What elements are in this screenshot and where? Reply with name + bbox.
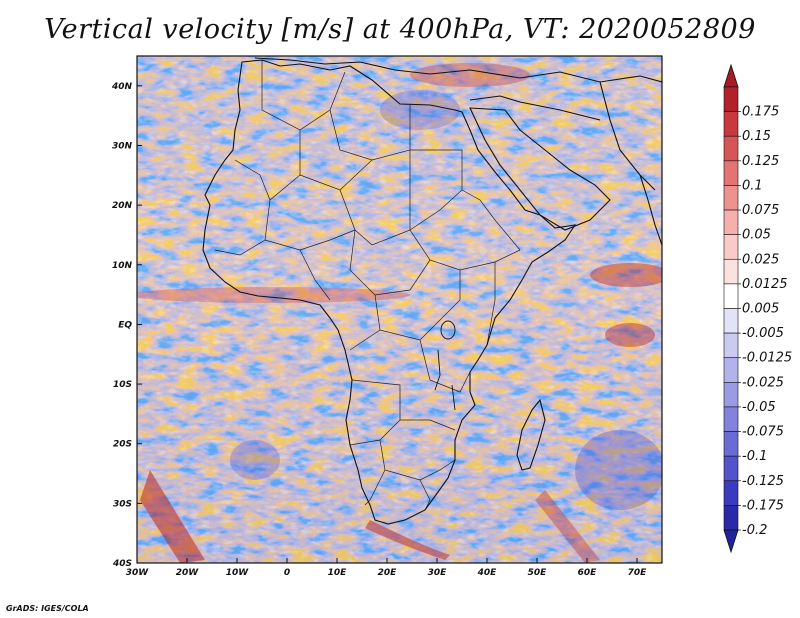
x-tick-label: 60E	[578, 568, 598, 578]
y-tick-label: 40N	[111, 82, 133, 92]
colorbar-swatch	[723, 234, 739, 260]
x-tick-label: 30W	[126, 568, 150, 578]
colorbar-label: -0.2	[742, 523, 767, 538]
coastlines	[202, 57, 662, 525]
colorbar-label: -0.075	[742, 425, 784, 440]
colorbar-swatch	[723, 480, 739, 506]
colorbar-swatch	[723, 283, 739, 309]
colorbar-label: -0.175	[742, 498, 784, 513]
colorbar-label: 0.1	[742, 178, 763, 193]
colorbar-swatch	[723, 455, 739, 482]
x-tick-label: 40E	[477, 568, 498, 578]
colorbar-label: 0.075	[742, 203, 779, 218]
colorbar-swatch	[723, 160, 739, 186]
colorbar-swatch	[723, 185, 739, 211]
y-tick-label: 10N	[112, 261, 133, 271]
velocity-field	[137, 56, 662, 563]
colorbar-swatch	[723, 332, 739, 359]
colorbar-label: -0.05	[742, 400, 776, 415]
colorbar-label: 0.125	[742, 154, 779, 169]
colorbar-swatch	[723, 505, 739, 531]
x-tick-label: 20E	[378, 568, 398, 578]
x-tick-label: 10E	[328, 568, 348, 578]
colorbar-label: 0.0125	[742, 277, 788, 292]
country-borders	[214, 60, 521, 511]
colorbar: 0.175 0.15 0.125 0.1 0.075 0.05 0.025 0.0125 0.0…	[723, 63, 792, 554]
x-tick-label: 30E	[428, 568, 448, 578]
colorbar-swatch	[723, 382, 739, 408]
colorbar-label: 0.15	[742, 129, 771, 144]
colorbar-top-triangle	[723, 63, 739, 88]
colorbar-swatch	[723, 406, 739, 432]
y-tick-label: 40S	[112, 559, 132, 569]
y-tick-label: 20N	[112, 201, 133, 211]
colorbar-label: 0.005	[742, 302, 779, 317]
y-tick-label: 10S	[113, 380, 132, 390]
y-tick-label: 30S	[113, 499, 132, 509]
colorbar-label: 0.175	[742, 105, 779, 120]
colorbar-label: -0.125	[742, 474, 784, 489]
axis-ticks: 30W 20W 10W 0 10E 20E 30E 40E 50E 60E 70E 40N 30N 20N…	[111, 82, 647, 578]
colorbar-swatch	[723, 86, 739, 112]
colorbar-label: -0.1	[742, 449, 767, 464]
colorbar-bottom-triangle	[723, 529, 739, 554]
figure-title: Vertical velocity [m/s] at 400hPa, VT: 2…	[44, 14, 756, 45]
y-tick-label: 30N	[112, 141, 133, 151]
x-tick-label: 0	[284, 568, 290, 578]
colorbar-swatch	[723, 135, 739, 162]
footer-credit: GrADS: IGES/COLA	[6, 604, 89, 613]
colorbar-swatch	[723, 111, 739, 137]
colorbar-label: 0.025	[742, 252, 779, 267]
colorbar-swatch	[723, 357, 739, 383]
colorbar-swatch	[723, 431, 739, 457]
colorbar-swatch	[723, 308, 739, 334]
x-tick-label: 50E	[528, 568, 548, 578]
x-tick-label: 70E	[628, 568, 648, 578]
plot-frame	[136, 55, 663, 564]
colorbar-label: -0.0125	[742, 351, 792, 366]
colorbar-label: 0.05	[742, 228, 771, 243]
y-tick-label: EQ	[118, 320, 132, 330]
x-tick-label: 10W	[226, 568, 250, 578]
colorbar-label: -0.005	[742, 326, 784, 341]
colorbar-swatch	[723, 209, 739, 235]
y-tick-label: 20S	[113, 440, 132, 450]
lakes	[434, 320, 456, 411]
x-tick-label: 20W	[176, 568, 200, 578]
colorbar-label: -0.025	[742, 375, 784, 390]
colorbar-swatch	[723, 258, 739, 285]
